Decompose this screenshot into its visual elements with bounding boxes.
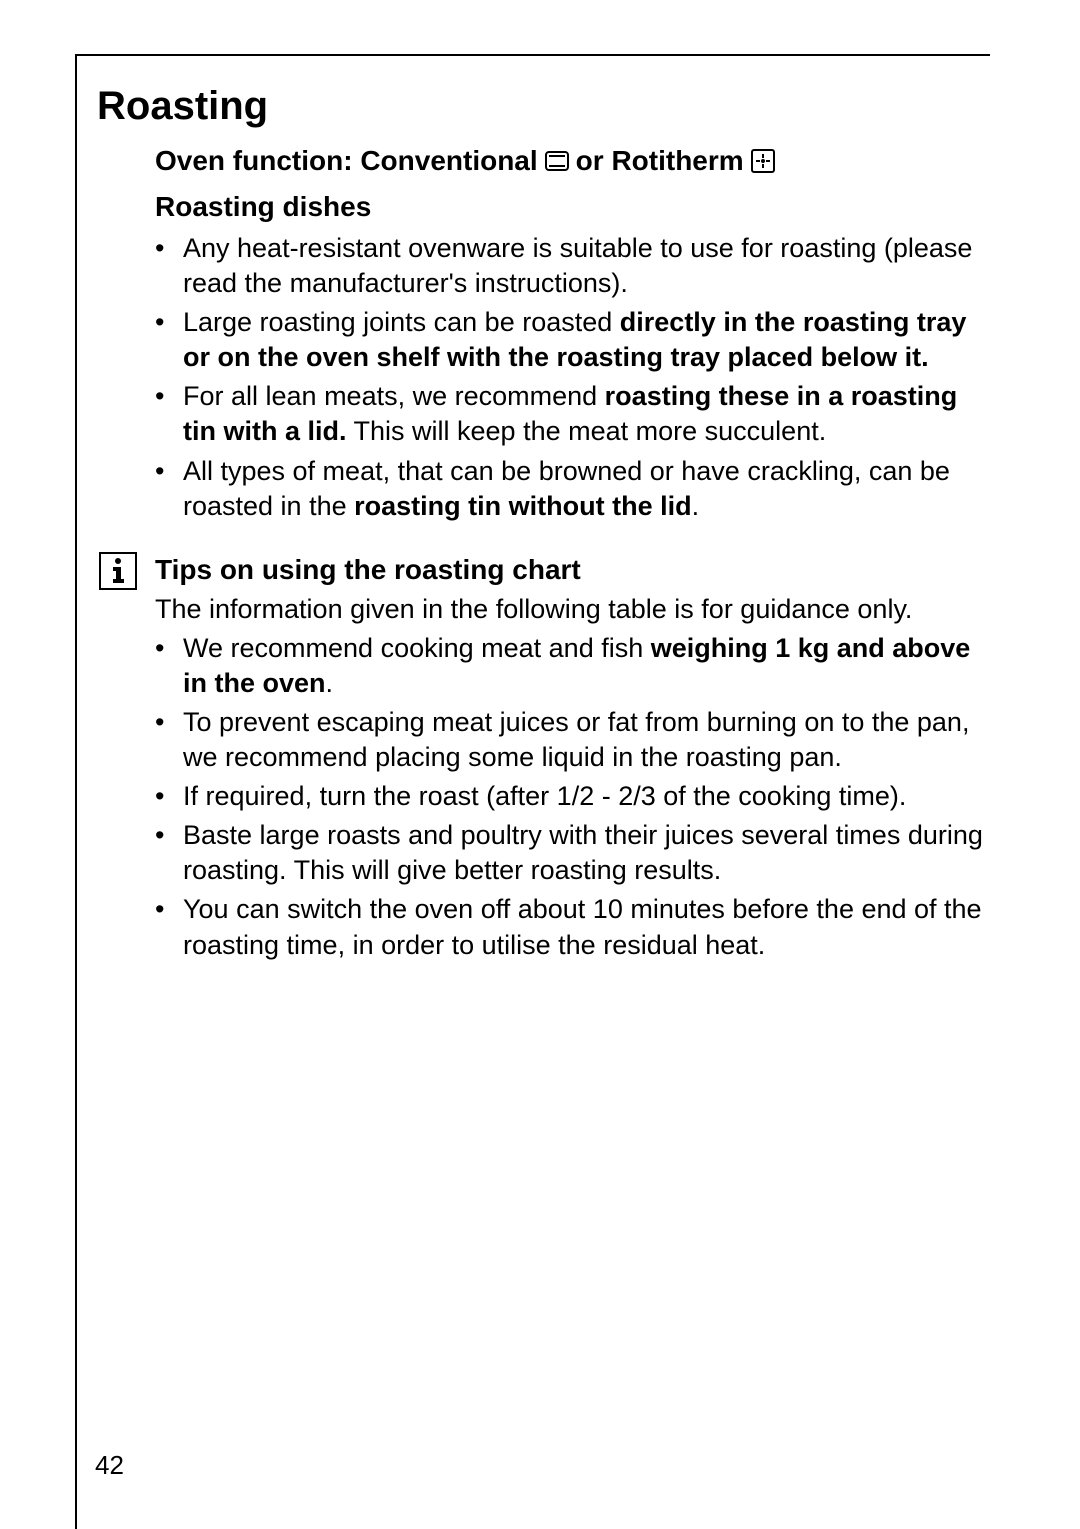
info-icon (99, 552, 137, 590)
list-item: We recommend cooking meat and fish weigh… (155, 631, 990, 701)
text-span: This will keep the meat more succulent. (347, 416, 827, 446)
roasting-dishes-list: Any heat-resistant ovenware is suitable … (155, 231, 990, 524)
page-title: Roasting (97, 84, 990, 129)
page-frame: Roasting Oven function: Conventional or … (75, 54, 990, 1529)
list-item: You can switch the oven off about 10 min… (155, 892, 990, 962)
text-span: For all lean meats, we recommend (183, 381, 605, 411)
rotitherm-icon (750, 148, 776, 174)
text-span: roasting tin without the lid (354, 491, 691, 521)
list-item: For all lean meats, we recommend roastin… (155, 379, 990, 449)
subtitle-middle: or Rotitherm (576, 145, 744, 177)
list-item: Any heat-resistant ovenware is suitable … (155, 231, 990, 301)
list-item: All types of meat, that can be browned o… (155, 454, 990, 524)
text-span: If required, turn the roast (after 1/2 -… (183, 781, 906, 811)
content-area: Roasting Oven function: Conventional or … (97, 84, 990, 963)
roasting-dishes-heading: Roasting dishes (155, 191, 990, 223)
text-span: Baste large roasts and poultry with thei… (183, 820, 983, 885)
text-span: You can switch the oven off about 10 min… (183, 894, 982, 959)
conventional-icon (544, 148, 570, 174)
list-item: If required, turn the roast (after 1/2 -… (155, 779, 990, 814)
text-span: Any heat-resistant ovenware is suitable … (183, 233, 972, 298)
text-span: . (692, 491, 700, 521)
text-span: . (326, 668, 334, 698)
section-oven-function: Oven function: Conventional or Rotitherm (97, 145, 990, 963)
list-item: Large roasting joints can be roasted dir… (155, 305, 990, 375)
tips-section: Tips on using the roasting chart The inf… (155, 554, 990, 963)
text-span: Large roasting joints can be roasted (183, 307, 620, 337)
oven-function-subtitle: Oven function: Conventional or Rotitherm (155, 145, 990, 177)
tips-intro: The information given in the following t… (155, 594, 990, 625)
page-number: 42 (95, 1450, 124, 1481)
text-span: We recommend cooking meat and fish (183, 633, 651, 663)
list-item: To prevent escaping meat juices or fat f… (155, 705, 990, 775)
text-span: To prevent escaping meat juices or fat f… (183, 707, 969, 772)
subtitle-prefix: Oven function: Conventional (155, 145, 538, 177)
tips-list: We recommend cooking meat and fish weigh… (155, 631, 990, 963)
list-item: Baste large roasts and poultry with thei… (155, 818, 990, 888)
tips-heading: Tips on using the roasting chart (155, 554, 990, 586)
